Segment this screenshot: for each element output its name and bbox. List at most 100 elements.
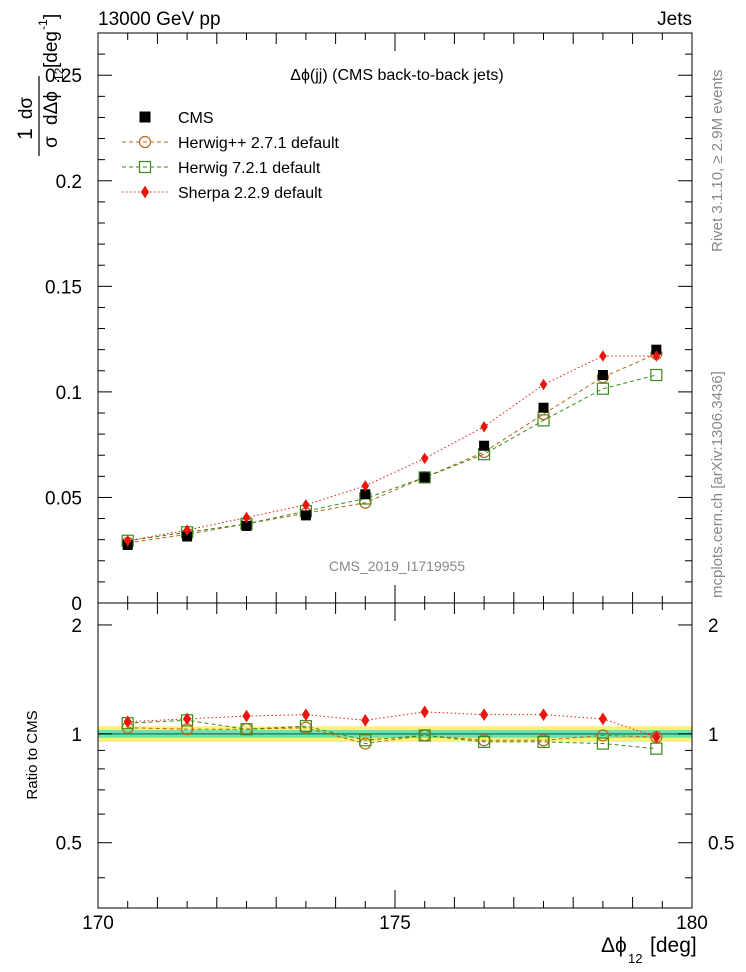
- ratio-point-sherpa-2-2-9-default: [301, 708, 311, 721]
- x-tick-label: 180: [676, 913, 708, 934]
- analysis-watermark: CMS_2019_I1719955: [329, 558, 465, 574]
- ratio-series-lines: [127, 711, 657, 750]
- chart-title: Δϕ(jj) (CMS back-to-back jets): [290, 67, 503, 84]
- ratio-y-tick-label: 0.5: [56, 834, 82, 855]
- point-cms: [182, 531, 193, 542]
- point-cms: [651, 344, 662, 355]
- point-herwig-7-2-1-default: [596, 382, 610, 395]
- point-herwig-7-2-1-default: [650, 368, 663, 382]
- ratio-series-markers: [121, 705, 663, 755]
- ylabel-unit-sup: -1: [36, 19, 50, 30]
- point-sherpa-2-2-9-default: [242, 511, 251, 524]
- point-herwig-7-2-1-default: [537, 414, 550, 427]
- x-tick-label: 170: [82, 913, 114, 934]
- xlabel-unit: [deg]: [650, 934, 697, 957]
- ratio-point-herwig-7-2-1-default: [596, 737, 610, 750]
- header-energy: 13000 GeV pp: [98, 9, 221, 30]
- ratio-point-sherpa-2-2-9-default: [539, 708, 548, 721]
- ratio-point-sherpa-2-2-9-default: [242, 709, 251, 723]
- ylabel-sub: 12: [52, 67, 66, 81]
- ratio-point-herwig-7-2-1-default: [478, 735, 491, 748]
- ratio-point-sherpa-2-2-9-default: [598, 712, 608, 726]
- ylabel-unit: [deg: [41, 31, 62, 68]
- ratio-y-tick-label-right: 1: [708, 725, 719, 746]
- series-line-herwig-2-7-1-default: [127, 353, 657, 544]
- legend: CMS Herwig++ 2.7.1 default Herwig 7.2.1 de…: [122, 110, 340, 202]
- ratio-point-sherpa-2-2-9-default: [420, 705, 429, 719]
- legend-label-sherpa-2-2-9-default: Sherpa 2.2.9 default: [178, 185, 323, 202]
- point-cms: [300, 510, 311, 521]
- ratio-uncertainty-band: [98, 726, 692, 742]
- point-sherpa-2-2-9-default: [361, 480, 370, 492]
- ratio-line-sherpa-2-2-9-default: [127, 711, 657, 738]
- ratio-point-sherpa-2-2-9-default: [361, 713, 370, 727]
- ratio-y-tick-label: 2: [71, 616, 82, 637]
- ratio-plot-frame: [97, 602, 693, 909]
- legend-marker-cms: [139, 111, 151, 123]
- legend-label-herwig-7-2-1-default: Herwig 7.2.1 default: [178, 160, 321, 177]
- ratio-point-sherpa-2-2-9-default: [652, 730, 661, 744]
- ratio-point-herwig-7-2-1-default: [418, 729, 431, 742]
- x-tick-label: 175: [379, 913, 411, 934]
- ratio-point-sherpa-2-2-9-default: [123, 715, 132, 729]
- y-axis-label: 1 dσ σ dΔϕ 12 [deg -1 ]: [14, 14, 66, 156]
- point-herwig-7-2-1-default: [418, 471, 431, 484]
- mcplots-label: mcplots.cern.ch [arXiv:1306.3436]: [709, 371, 726, 598]
- ratio-point-sherpa-2-2-9-default: [479, 708, 489, 721]
- point-cms: [419, 472, 430, 483]
- ratio-point-sherpa-2-2-9-default: [182, 712, 192, 726]
- series-line-herwig-7-2-1-default: [127, 374, 657, 542]
- point-sherpa-2-2-9-default: [302, 499, 310, 511]
- ratio-point-herwig-7-2-1-default: [359, 734, 372, 747]
- point-sherpa-2-2-9-default: [599, 350, 607, 362]
- legend-marker-sherpa-2-2-9-default: [140, 185, 150, 199]
- y-tick-label: 0.05: [45, 488, 82, 509]
- ratio-y-label: Ratio to CMS: [24, 710, 41, 799]
- point-sherpa-2-2-9-default: [420, 452, 429, 465]
- ratio-point-herwig-7-2-1-default: [240, 723, 253, 736]
- point-sherpa-2-2-9-default: [183, 524, 191, 536]
- point-sherpa-2-2-9-default: [539, 378, 548, 391]
- point-sherpa-2-2-9-default: [652, 350, 661, 362]
- ratio-y-tick-label-right: 2: [708, 616, 719, 637]
- ylabel-close: ]: [41, 14, 62, 19]
- legend-marker-herwig-7-2-1-default: [138, 160, 152, 174]
- point-cms: [360, 489, 371, 500]
- y-tick-label: 0.15: [45, 277, 82, 298]
- y-tick-label: 0.1: [56, 383, 82, 404]
- point-cms: [597, 370, 608, 380]
- ratio-point-herwig-2-7-1-default: [596, 729, 610, 742]
- ylabel-num2: dσ: [16, 97, 37, 120]
- main-ticks: 0 0.05 0.1 0.15 0.2 0.25: [45, 32, 693, 615]
- point-cms: [538, 402, 549, 413]
- point-cms: [479, 440, 490, 451]
- ylabel-den1: σ: [41, 136, 62, 148]
- header-process: Jets: [657, 9, 692, 30]
- xlabel-sub: 12: [628, 951, 642, 966]
- xlabel-main: Δϕ: [601, 934, 627, 957]
- legend-label-cms: CMS: [178, 110, 214, 127]
- ratio-ticks: 170 175 180 0.5 0.5 1 1 2 2: [56, 603, 734, 934]
- legend-marker-herwig-2-7-1-default: [138, 135, 152, 149]
- main-series-markers: [121, 344, 663, 550]
- point-sherpa-2-2-9-default: [480, 420, 488, 433]
- y-tick-label: 0.25: [45, 66, 82, 87]
- ylabel-num1: 1: [14, 128, 37, 140]
- ylabel-den2: dΔϕ: [41, 91, 62, 125]
- main-series-lines: [127, 353, 657, 544]
- legend-label-herwig-2-7-1-default: Herwig++ 2.7.1 default: [178, 135, 340, 152]
- rivet-label: Rivet 3.1.10, ≥ 2.9M events: [709, 70, 726, 253]
- ratio-plot: 170 175 180 0.5 0.5 1 1 2 2 Ratio to CMS: [24, 602, 734, 934]
- point-sherpa-2-2-9-default: [123, 534, 132, 547]
- ratio-y-tick-label-right: 0.5: [708, 834, 734, 855]
- ratio-line-herwig-7-2-1-default: [127, 719, 657, 750]
- series-line-sherpa-2-2-9-default: [127, 355, 657, 542]
- y-tick-label: 0: [71, 594, 82, 615]
- main-plot: 0 0.05 0.1 0.15 0.2 0.25 Δϕ(jj) (CMS back-to-…: [45, 32, 693, 615]
- y-tick-label: 0.2: [56, 172, 82, 193]
- ratio-line-herwig-2-7-1-default: [127, 727, 657, 745]
- x-axis-label: Δϕ 12 [deg]: [601, 934, 697, 966]
- ratio-y-tick-label: 1: [71, 725, 82, 746]
- point-cms: [241, 520, 252, 531]
